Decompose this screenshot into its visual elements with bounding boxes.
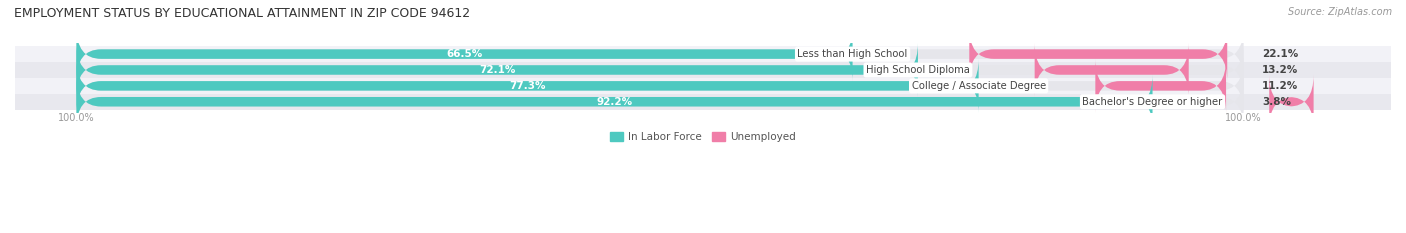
FancyBboxPatch shape	[1035, 43, 1188, 97]
Text: Bachelor's Degree or higher: Bachelor's Degree or higher	[1083, 97, 1223, 107]
Text: 11.2%: 11.2%	[1263, 81, 1298, 91]
Bar	[15, 46, 1391, 62]
Text: 3.8%: 3.8%	[1263, 97, 1291, 107]
FancyBboxPatch shape	[76, 27, 852, 81]
FancyBboxPatch shape	[1095, 59, 1226, 113]
Text: 100.0%: 100.0%	[1225, 113, 1261, 123]
Text: 100.0%: 100.0%	[58, 113, 94, 123]
Text: College / Associate Degree: College / Associate Degree	[911, 81, 1046, 91]
FancyBboxPatch shape	[76, 59, 979, 113]
Bar	[15, 94, 1391, 110]
Text: 22.1%: 22.1%	[1263, 49, 1298, 59]
Text: Less than High School: Less than High School	[797, 49, 908, 59]
FancyBboxPatch shape	[76, 75, 1243, 129]
FancyBboxPatch shape	[76, 43, 918, 97]
Text: EMPLOYMENT STATUS BY EDUCATIONAL ATTAINMENT IN ZIP CODE 94612: EMPLOYMENT STATUS BY EDUCATIONAL ATTAINM…	[14, 7, 470, 20]
Text: 66.5%: 66.5%	[446, 49, 482, 59]
Text: 72.1%: 72.1%	[479, 65, 516, 75]
Bar	[15, 62, 1391, 78]
FancyBboxPatch shape	[76, 43, 1243, 97]
FancyBboxPatch shape	[1270, 75, 1313, 129]
FancyBboxPatch shape	[76, 59, 1243, 113]
Text: High School Diploma: High School Diploma	[866, 65, 970, 75]
Text: 92.2%: 92.2%	[596, 97, 633, 107]
Text: 13.2%: 13.2%	[1263, 65, 1298, 75]
FancyBboxPatch shape	[76, 75, 1153, 129]
Text: Source: ZipAtlas.com: Source: ZipAtlas.com	[1288, 7, 1392, 17]
Bar	[15, 78, 1391, 94]
FancyBboxPatch shape	[969, 27, 1227, 81]
Text: 77.3%: 77.3%	[509, 81, 546, 91]
FancyBboxPatch shape	[76, 27, 1243, 81]
Legend: In Labor Force, Unemployed: In Labor Force, Unemployed	[606, 128, 800, 146]
